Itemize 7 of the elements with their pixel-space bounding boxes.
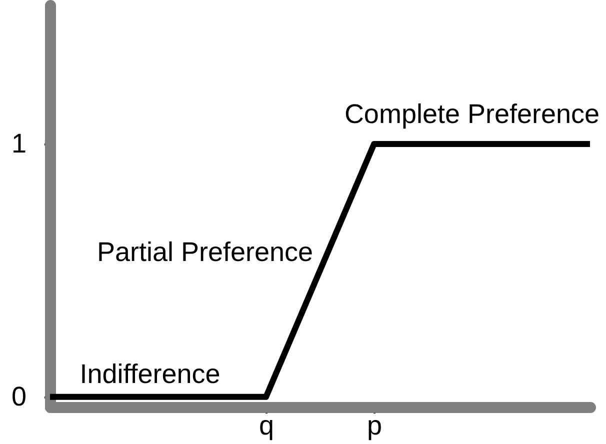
x-tick-label: q <box>258 410 274 440</box>
annotation: Indifference <box>80 359 220 389</box>
annotation: Partial Preference <box>96 237 314 267</box>
y-tick-label: 1 <box>11 128 26 159</box>
y-tick-label: 0 <box>11 381 26 412</box>
x-tick-label: p <box>366 410 382 440</box>
annotation: Complete Preference <box>344 99 600 129</box>
